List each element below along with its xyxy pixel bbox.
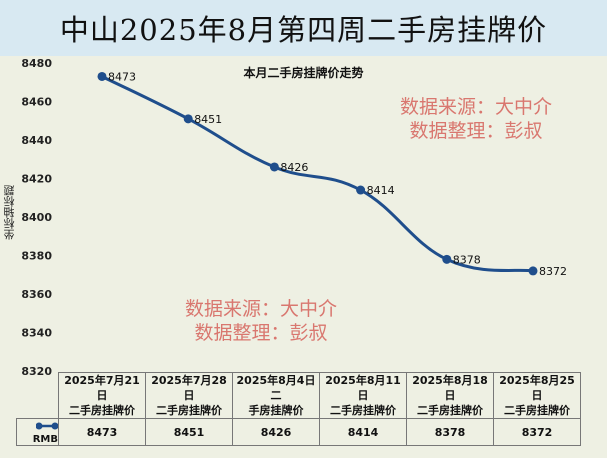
- table-cell: 8473: [58, 418, 146, 446]
- table-header: 2025年8月25日二手房挂牌价: [493, 372, 581, 419]
- header-line: 2025年7月21日: [64, 374, 140, 402]
- table-cell: 8426: [232, 418, 320, 446]
- legend-label: RMB: [32, 434, 58, 445]
- data-point: [97, 71, 107, 81]
- header-line: 2025年7月28日: [151, 374, 227, 402]
- watermark-editor: 数据整理：彭叔: [409, 120, 543, 142]
- watermark-middle: 数据来源：大中介 数据整理：彭叔: [185, 297, 337, 345]
- data-label: 8378: [453, 253, 481, 266]
- watermark-source: 数据来源：大中介: [185, 298, 338, 320]
- data-label: 8426: [280, 161, 308, 174]
- data-label: 8372: [539, 265, 567, 278]
- table-cell: 8451: [145, 418, 233, 446]
- y-tick-label: 8380: [21, 250, 52, 263]
- header-line: 二手房挂牌价: [330, 404, 396, 417]
- header-line: 二手房挂牌价: [504, 404, 570, 417]
- data-label: 8414: [367, 184, 395, 197]
- table-corner: [17, 373, 59, 419]
- data-point: [356, 185, 366, 195]
- page-title: 中山2025年8月第四周二手房挂牌价: [59, 13, 548, 47]
- header-line: 2025年8月25日: [499, 374, 575, 402]
- y-tick-label: 8440: [21, 134, 52, 147]
- watermark-source: 数据来源：大中介: [400, 96, 553, 118]
- legend-cell: RMB: [16, 418, 59, 446]
- data-label: 8451: [194, 113, 222, 126]
- table-header: 2025年7月28日二手房挂牌价: [145, 372, 233, 419]
- y-tick-label: 8320: [21, 365, 52, 378]
- data-point: [528, 266, 538, 276]
- series-line: [101, 75, 534, 273]
- header-line: 二手房挂牌价: [156, 404, 222, 417]
- table-header-row: 2025年7月21日二手房挂牌价 2025年7月28日二手房挂牌价 2025年8…: [17, 372, 581, 419]
- header-line: 二手房挂牌价: [417, 404, 483, 417]
- y-tick-label: 8340: [21, 327, 52, 340]
- table-header: 2025年8月18日二手房挂牌价: [406, 372, 494, 419]
- chart-title: 本月二手房挂牌价走势: [243, 66, 364, 80]
- watermark-editor: 数据整理：彭叔: [194, 322, 328, 344]
- y-tick-label: 8400: [21, 211, 52, 224]
- data-point: [269, 162, 279, 172]
- table-header: 2025年8月11日二手房挂牌价: [319, 372, 407, 419]
- header-line: 2025年8月11日: [325, 374, 401, 402]
- title-bar: 中山2025年8月第四周二手房挂牌价: [0, 0, 607, 56]
- y-tick-label: 8460: [21, 96, 52, 109]
- table-row: RMB 8473 8451 8426 8414 8378 8372: [16, 418, 581, 446]
- header-line: 2025年8月4日二: [236, 374, 316, 402]
- data-label: 8473: [108, 70, 136, 83]
- y-tick-label: 8360: [21, 288, 52, 301]
- y-tick-label: 8480: [21, 57, 52, 70]
- table-cell: 8414: [319, 418, 407, 446]
- header-line: 2025年8月18日: [412, 374, 488, 402]
- header-line: 手房挂牌价: [248, 404, 304, 417]
- data-table: 2025年7月21日二手房挂牌价 2025年7月28日二手房挂牌价 2025年8…: [16, 372, 581, 446]
- data-point: [442, 254, 452, 264]
- y-axis-title: 坐标轴标题: [3, 185, 16, 240]
- legend-line-marker-icon: [35, 422, 59, 430]
- table-header: 2025年7月21日二手房挂牌价: [58, 372, 146, 419]
- table-cell: 8378: [406, 418, 494, 446]
- table-cell: 8372: [493, 418, 581, 446]
- header-line: 二手房挂牌价: [69, 404, 135, 417]
- watermark-top: 数据来源：大中介 数据整理：彭叔: [400, 95, 552, 143]
- table-header: 2025年8月4日二手房挂牌价: [232, 372, 320, 419]
- y-tick-label: 8420: [21, 173, 52, 186]
- data-point: [183, 114, 193, 124]
